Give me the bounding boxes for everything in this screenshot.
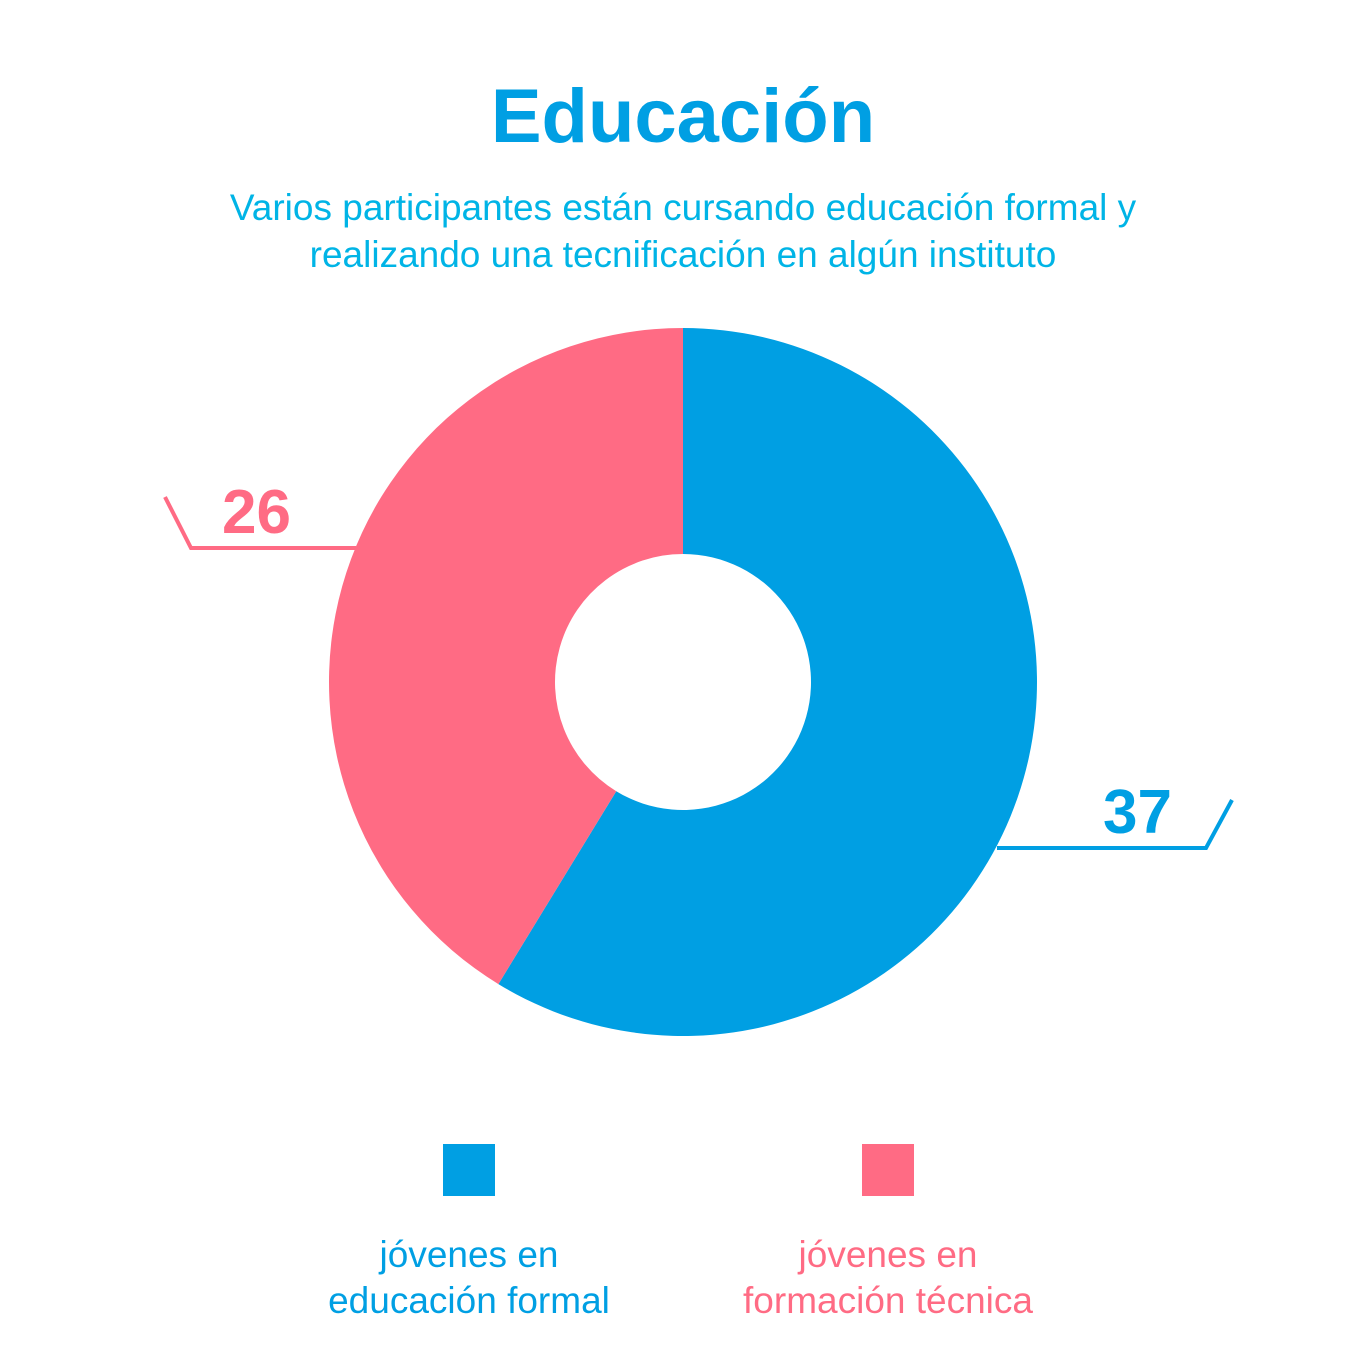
subtitle-line-1: Varios participantes están cursando educ… (229, 187, 1137, 228)
legend-label-formacion-tecnica: jóvenes en formación técnica (678, 1232, 1098, 1324)
legend-swatch-formacion-tecnica (862, 1144, 914, 1196)
legend-label-line-2: formación técnica (743, 1280, 1033, 1321)
legend-label-line-1: jóvenes en (798, 1234, 978, 1275)
legend-swatch-educacion-formal (443, 1144, 495, 1196)
subtitle-line-2: realizando una tecnificación en algún in… (309, 234, 1057, 275)
legend-item-educacion-formal: jóvenes en educación formal (259, 1144, 679, 1324)
donut-slice-formacion-tecnica (328, 328, 683, 985)
legend-label-line-1: jóvenes en (379, 1234, 559, 1275)
data-label-formacion-tecnica: 26 (222, 478, 291, 547)
chart-title: Educación (490, 74, 876, 159)
data-label-educacion-formal: 37 (1103, 778, 1172, 847)
callout-line-educacion-formal (997, 799, 1234, 850)
legend-label-line-2: educación formal (328, 1280, 610, 1321)
donut-slice-educacion-formal (498, 328, 1037, 1036)
legend-label-educacion-formal: jóvenes en educación formal (259, 1232, 679, 1324)
callout-line-formacion-tecnica (163, 496, 356, 550)
legend-item-formacion-tecnica: jóvenes en formación técnica (678, 1144, 1098, 1324)
chart-subtitle: Varios participantes están cursando educ… (133, 184, 1233, 278)
